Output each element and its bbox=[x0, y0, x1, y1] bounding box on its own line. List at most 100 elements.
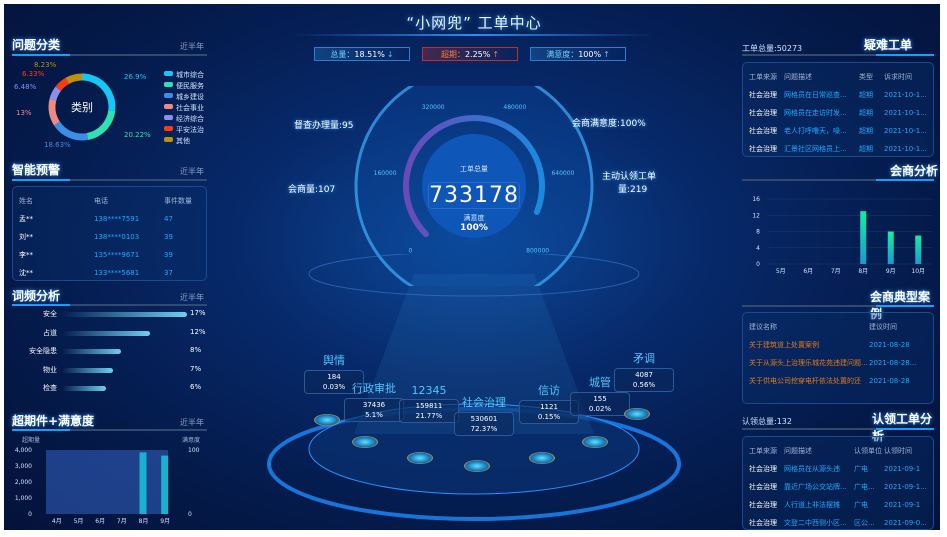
category-name: 12345 bbox=[411, 384, 447, 397]
column-header: 电话 bbox=[94, 197, 108, 205]
table-cell: 刘** bbox=[19, 233, 33, 241]
gauge-label: 工单总量 bbox=[460, 165, 488, 173]
overdue-bar[interactable] bbox=[139, 452, 147, 514]
kpi-value: 18.51% bbox=[354, 50, 385, 59]
donut-slice[interactable] bbox=[55, 77, 70, 91]
kpi-label: 满意度： bbox=[546, 50, 579, 59]
pedestal-icon bbox=[352, 436, 378, 448]
table-row[interactable]: 社会治理 汇景社区网格员上... 超期 2021-10-1... bbox=[749, 140, 929, 158]
divider bbox=[12, 304, 207, 306]
table-row[interactable]: 沈** 133****5681 37 bbox=[19, 264, 199, 282]
divider bbox=[742, 54, 934, 56]
legend-item[interactable]: 经济综合 bbox=[176, 114, 204, 123]
category-card[interactable]: 社会治理 530601 72.37% bbox=[454, 394, 514, 436]
donut-slice[interactable] bbox=[49, 86, 62, 101]
table-row[interactable]: 关于建筑道上处置案例 2021-08-28 bbox=[749, 336, 929, 354]
table-cell: 138****0103 bbox=[94, 233, 140, 241]
section-title-category: 问题分类 bbox=[12, 38, 61, 52]
table-row[interactable]: 社会治理 老人打呼噜天，噪... 超期 2021-10-1... bbox=[749, 122, 929, 140]
table-row[interactable]: 李** 135****9671 39 bbox=[19, 246, 199, 264]
table-row[interactable]: 刘** 138****0103 39 bbox=[19, 228, 199, 246]
table-cell: 社会治理 bbox=[749, 483, 777, 491]
category-count: 184 bbox=[327, 373, 341, 381]
category-card[interactable]: 行政审批 37436 5.1% bbox=[344, 380, 404, 422]
table-cell: 李** bbox=[19, 251, 33, 259]
y2-tick: 100 bbox=[188, 447, 200, 454]
donut-slice[interactable] bbox=[54, 121, 89, 141]
kpi-total[interactable]: 总量：18.51% ↓ bbox=[314, 47, 410, 61]
table-row[interactable]: 社会治理 网格员在从源头违 广电 2021-09-1 bbox=[749, 460, 929, 478]
consult-analysis-chart: 0 4 8 12 16 5月 6月 7月 8月 9月 10月 bbox=[752, 196, 932, 275]
range-label[interactable]: 近半年 bbox=[180, 293, 204, 302]
gauge-tick: 640000 bbox=[551, 170, 574, 177]
consult-bar[interactable] bbox=[887, 231, 894, 265]
callout-supervision: 督查办理量:95 bbox=[294, 121, 354, 131]
kpi-satisfaction[interactable]: 满意度：100% ↑ bbox=[530, 47, 626, 61]
table-row[interactable]: 孟** 138****7591 47 bbox=[19, 210, 199, 228]
legend-item[interactable]: 其他 bbox=[176, 136, 190, 145]
x-tick: 8月 bbox=[139, 518, 149, 525]
x-tick: 4月 bbox=[52, 518, 62, 525]
table-cell: 社会治理 bbox=[749, 91, 777, 99]
table-row[interactable]: 社会治理 网格员在走访时发... 超期 2021-10-1... bbox=[749, 104, 929, 122]
category-card[interactable]: 舆情 184 0.03% bbox=[304, 352, 364, 394]
category-card[interactable]: 12345 159811 21.77% bbox=[399, 384, 459, 423]
table-row[interactable]: 关于供电公司挖穿电杆依法处置的还 2021-08-28 bbox=[749, 372, 929, 390]
category-card[interactable]: 城管 155 0.02% bbox=[570, 374, 630, 416]
table-cell: 2021-08-28... bbox=[869, 359, 917, 367]
category-card[interactable]: 矛调 4087 0.56% bbox=[614, 350, 674, 392]
divider bbox=[12, 54, 207, 56]
donut-slice[interactable] bbox=[48, 98, 60, 126]
table-row[interactable]: 社会治理 靠近广场公交站牌... 广电... 2021-09-1... bbox=[749, 478, 929, 496]
x-tick: 9月 bbox=[160, 518, 170, 525]
word-label: 安全 bbox=[43, 310, 57, 318]
category-percent: 0.56% bbox=[632, 381, 656, 389]
table-cell: 人行道上非法摆摊 bbox=[784, 501, 840, 509]
range-label[interactable]: 近半年 bbox=[180, 167, 204, 176]
donut-slice[interactable] bbox=[86, 109, 116, 140]
legend-item[interactable]: 社会事业 bbox=[176, 103, 204, 112]
table-row[interactable]: 社会治理 人行道上非法摆摊 广电 2021-09-1 bbox=[749, 496, 929, 514]
legend-item[interactable]: 平安法治 bbox=[176, 125, 204, 134]
category-percent: 0.15% bbox=[537, 413, 561, 421]
consult-bar[interactable] bbox=[860, 211, 867, 264]
table-row[interactable]: 社会治理 网格员在日常巡查... 超期 2021-10-1... bbox=[749, 86, 929, 104]
gauge-tick: 160000 bbox=[374, 170, 397, 177]
word-bar bbox=[62, 330, 151, 336]
hard-ticket-table: 工单来源 问题描述 类型 诉求时间 社会治理 网格员在日常巡查... 超期 2021-10-1… bbox=[742, 62, 934, 157]
overdue-bar[interactable] bbox=[161, 455, 169, 514]
word-bar bbox=[62, 386, 107, 391]
range-label[interactable]: 近半年 bbox=[180, 418, 204, 427]
y-tick: 8 bbox=[756, 229, 760, 236]
table-row[interactable]: 社会治理 文登二中西侧小区... 区公... 2021-09-0... bbox=[749, 514, 929, 530]
word-row: 检查 6% bbox=[12, 383, 212, 395]
y2-axis-label: 满意度 bbox=[182, 436, 200, 444]
table-cell: 网格员在从源头违 bbox=[784, 465, 840, 473]
table-cell: 网格员在日常巡查... bbox=[784, 91, 847, 99]
kpi-arrow-icon: ↑ bbox=[492, 50, 500, 59]
category-count: 4087 bbox=[635, 371, 653, 379]
table-row[interactable]: 关于从源头上治理乐城花苑违建问题... 2021-08-28... bbox=[749, 354, 929, 372]
category-count: 1121 bbox=[540, 403, 558, 411]
legend-item[interactable]: 城市综合 bbox=[176, 70, 204, 79]
category-stats: 159811 21.77% bbox=[399, 399, 459, 423]
word-value: 7% bbox=[190, 364, 202, 373]
legend-item[interactable]: 城乡建设 bbox=[176, 92, 204, 101]
legend-item[interactable]: 便民服务 bbox=[176, 81, 204, 90]
word-label: 物业 bbox=[43, 365, 57, 374]
category-stats: 155 0.02% bbox=[570, 392, 630, 416]
category-card[interactable]: 信访 1121 0.15% bbox=[519, 382, 579, 424]
y-tick: 0 bbox=[28, 511, 32, 518]
category-count: 155 bbox=[593, 395, 607, 403]
kpi-overdue[interactable]: 超期：2.25% ↑ bbox=[422, 47, 518, 61]
range-label[interactable]: 近半年 bbox=[180, 42, 204, 51]
donut-slice[interactable] bbox=[81, 73, 116, 111]
category-count: 530601 bbox=[470, 415, 498, 423]
word-label: 占道 bbox=[43, 328, 57, 337]
donut-slice[interactable] bbox=[65, 73, 83, 85]
consult-bar[interactable] bbox=[915, 235, 922, 264]
table-cell: 2021-09-0... bbox=[884, 519, 927, 527]
category-stats: 37436 5.1% bbox=[344, 398, 404, 422]
table-header: 工单来源 问题描述 类型 诉求时间 bbox=[749, 68, 929, 86]
table-cell: 广电 bbox=[854, 465, 868, 473]
